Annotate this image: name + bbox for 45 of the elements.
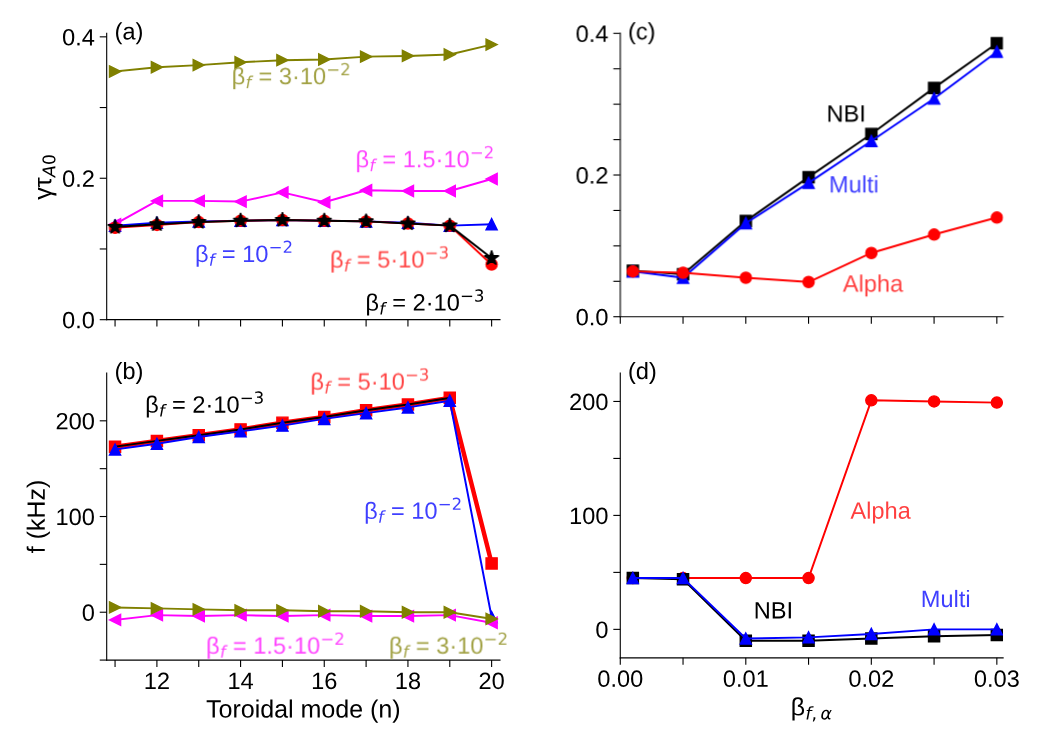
- annotation: (a): [116, 22, 142, 45]
- series-label: β$_{f}$ = 5·10$^{−3}$: [331, 246, 448, 273]
- y-tick-label: 0.2: [576, 167, 608, 184]
- y-tick-label: 0: [596, 621, 608, 639]
- series-label: β$_{f}$ = 10$^{−2}$: [196, 240, 292, 267]
- series-label: β$_{f}$ = 3·10$^{−2}$: [233, 63, 350, 90]
- series-label: β$_{f}$ = 1.5·10$^{−2}$: [207, 632, 344, 659]
- x-tick-label: 18: [396, 672, 421, 690]
- annotation: (b): [116, 361, 142, 384]
- y-tick-label: 0.0: [576, 308, 608, 326]
- series-label: β$_{f}$ = 2·10$^{−3}$: [146, 391, 263, 418]
- series-label: Multi: [830, 175, 878, 193]
- series-label: Alpha: [842, 274, 904, 297]
- y-tick-label: 0.2: [62, 170, 94, 188]
- y-axis-title: γτ$_{A0}$: [38, 155, 57, 200]
- series-label: β$_{f}$ = 10$^{−2}$: [365, 497, 461, 524]
- series-label: NBI: [828, 105, 864, 122]
- x-tick-label: 16: [312, 672, 337, 690]
- x-tick-label: 14: [229, 672, 254, 689]
- y-tick-label: 200: [570, 393, 608, 411]
- series-label: Alpha: [850, 501, 911, 524]
- x-axis-title: Toroidal mode (n): [206, 699, 400, 723]
- y-tick-label: 100: [570, 507, 608, 525]
- x-tick-label: 0.00: [598, 670, 643, 688]
- series-label: Multi: [922, 589, 970, 608]
- x-tick-label: 0.02: [849, 670, 894, 688]
- y-axis-title: f (kHz): [26, 481, 50, 553]
- series-label: β$_{f}$ = 3·10$^{−2}$: [390, 632, 507, 659]
- annotation: (c): [629, 22, 654, 45]
- x-tick-label: 20: [479, 672, 504, 690]
- x-tick-label: 12: [145, 672, 169, 689]
- y-tick-label: 200: [56, 412, 94, 430]
- y-tick-label: 0: [82, 604, 94, 622]
- y-tick-label: 100: [57, 508, 94, 526]
- y-tick-label: 0.0: [62, 311, 94, 329]
- series-label: NBI: [755, 602, 791, 619]
- y-tick-label: 0.4: [576, 25, 608, 43]
- series-label: β$_{f}$ = 2·10$^{−3}$: [367, 289, 484, 316]
- x-tick-label: 0.03: [974, 670, 1019, 688]
- series-label: β$_{f}$ = 1.5·10$^{−2}$: [357, 146, 493, 173]
- x-axis-title: β$_{f,α}$: [792, 697, 832, 722]
- x-tick-label: 0.01: [723, 670, 768, 688]
- annotation: (d): [629, 361, 656, 384]
- y-tick-label: 0.4: [62, 28, 95, 46]
- series-label: β$_{f}$ = 5·10$^{−3}$: [311, 368, 429, 395]
